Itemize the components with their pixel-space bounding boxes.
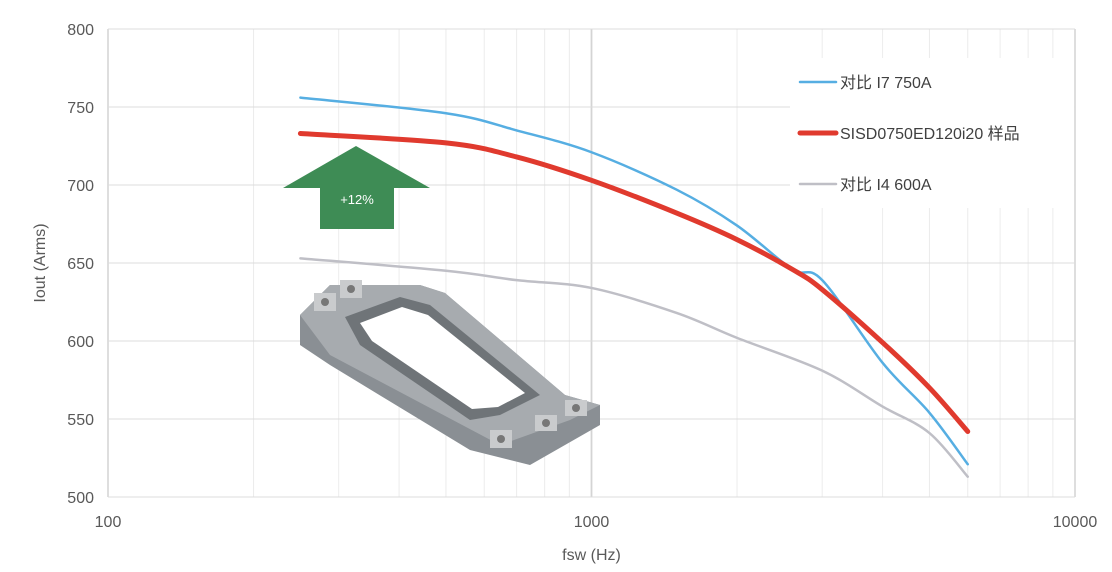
y-tick-label: 500 bbox=[67, 490, 94, 507]
y-tick-label: 650 bbox=[67, 256, 94, 273]
y-tick-label: 750 bbox=[67, 100, 94, 117]
y-tick-label: 550 bbox=[67, 412, 94, 429]
x-tick-label: 1000 bbox=[574, 514, 610, 531]
increase-arrow-annotation: +12% bbox=[283, 146, 430, 229]
igbt-module-image bbox=[300, 280, 600, 465]
y-axis-label: Iout (Arms) bbox=[32, 223, 49, 302]
series-line-2 bbox=[299, 257, 969, 478]
legend-label-2: 对比 I4 600A bbox=[840, 176, 932, 194]
x-axis-label: fsw (Hz) bbox=[562, 547, 621, 564]
legend-label-1: SISD0750ED120i20 样品 bbox=[840, 125, 1020, 143]
y-tick-label: 800 bbox=[67, 22, 94, 39]
grid bbox=[107, 28, 1076, 498]
series-lines bbox=[297, 96, 971, 478]
y-tick-label: 600 bbox=[67, 334, 94, 351]
series-line-1 bbox=[297, 131, 971, 434]
arrow-label: +12% bbox=[340, 192, 374, 207]
legend-label-0: 对比 I7 750A bbox=[840, 74, 932, 92]
x-tick-label: 10000 bbox=[1053, 514, 1098, 531]
series-line-0 bbox=[299, 96, 969, 466]
y-tick-label: 700 bbox=[67, 178, 94, 195]
x-tick-label: 100 bbox=[95, 514, 122, 531]
axes: 500 550 600 650 700 750 800 100 1000 10000 fsw (Hz… bbox=[32, 22, 1097, 564]
